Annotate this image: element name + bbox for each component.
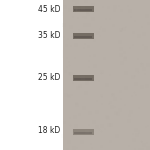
Bar — [74, 36, 92, 38]
Bar — [73, 6, 94, 12]
Bar — [63, 0, 150, 150]
Bar — [74, 78, 92, 80]
Text: 18 kD: 18 kD — [38, 126, 60, 135]
Bar — [73, 129, 94, 135]
Text: 25 kD: 25 kD — [38, 74, 60, 82]
Text: 45 kD: 45 kD — [38, 4, 60, 14]
Bar — [74, 9, 92, 11]
Bar — [74, 132, 92, 134]
Bar — [73, 75, 94, 81]
Bar — [73, 33, 94, 39]
Text: 35 kD: 35 kD — [38, 32, 60, 40]
Bar — [0, 0, 63, 150]
